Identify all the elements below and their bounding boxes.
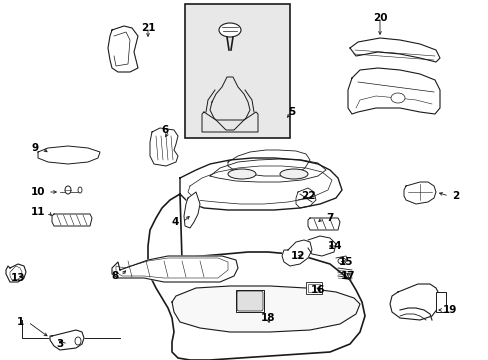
Text: 7: 7 [325,213,333,223]
Text: 22: 22 [300,191,315,201]
Polygon shape [307,218,339,230]
Text: 8: 8 [111,271,119,281]
Text: 10: 10 [31,187,45,197]
Polygon shape [307,236,335,256]
Bar [305,282,321,294]
Text: 15: 15 [338,257,352,267]
Bar [435,292,445,312]
Text: 9: 9 [31,143,39,153]
Polygon shape [50,330,84,350]
Ellipse shape [390,93,404,103]
Text: 13: 13 [11,273,25,283]
Text: 16: 16 [310,285,325,295]
Bar [307,284,319,292]
Ellipse shape [227,169,256,179]
Polygon shape [403,182,435,204]
Polygon shape [148,194,364,360]
Polygon shape [112,256,238,282]
Text: 2: 2 [451,191,459,201]
Polygon shape [52,214,92,226]
Ellipse shape [219,23,241,37]
Polygon shape [282,240,311,266]
Text: 17: 17 [340,271,355,281]
Polygon shape [6,264,26,282]
Polygon shape [183,192,200,228]
Polygon shape [349,38,439,62]
Text: 12: 12 [290,251,305,261]
Polygon shape [172,286,359,332]
Polygon shape [347,68,439,114]
Text: 19: 19 [442,305,456,315]
Ellipse shape [280,169,307,179]
Text: 1: 1 [16,317,23,327]
Polygon shape [180,158,341,210]
Ellipse shape [337,258,346,264]
Text: 5: 5 [288,107,295,117]
Text: 21: 21 [141,23,155,33]
Text: 4: 4 [171,217,178,227]
Ellipse shape [75,337,81,345]
FancyBboxPatch shape [237,291,263,311]
Polygon shape [389,284,439,320]
Polygon shape [150,128,178,166]
Bar [184,4,289,138]
Text: 20: 20 [372,13,386,23]
Text: 3: 3 [56,339,63,349]
Ellipse shape [78,187,82,193]
Polygon shape [38,146,100,164]
Ellipse shape [65,186,71,194]
Bar [236,290,264,312]
Text: 6: 6 [161,125,168,135]
Text: 14: 14 [327,241,342,251]
Text: 18: 18 [260,313,275,323]
Text: 11: 11 [31,207,45,217]
